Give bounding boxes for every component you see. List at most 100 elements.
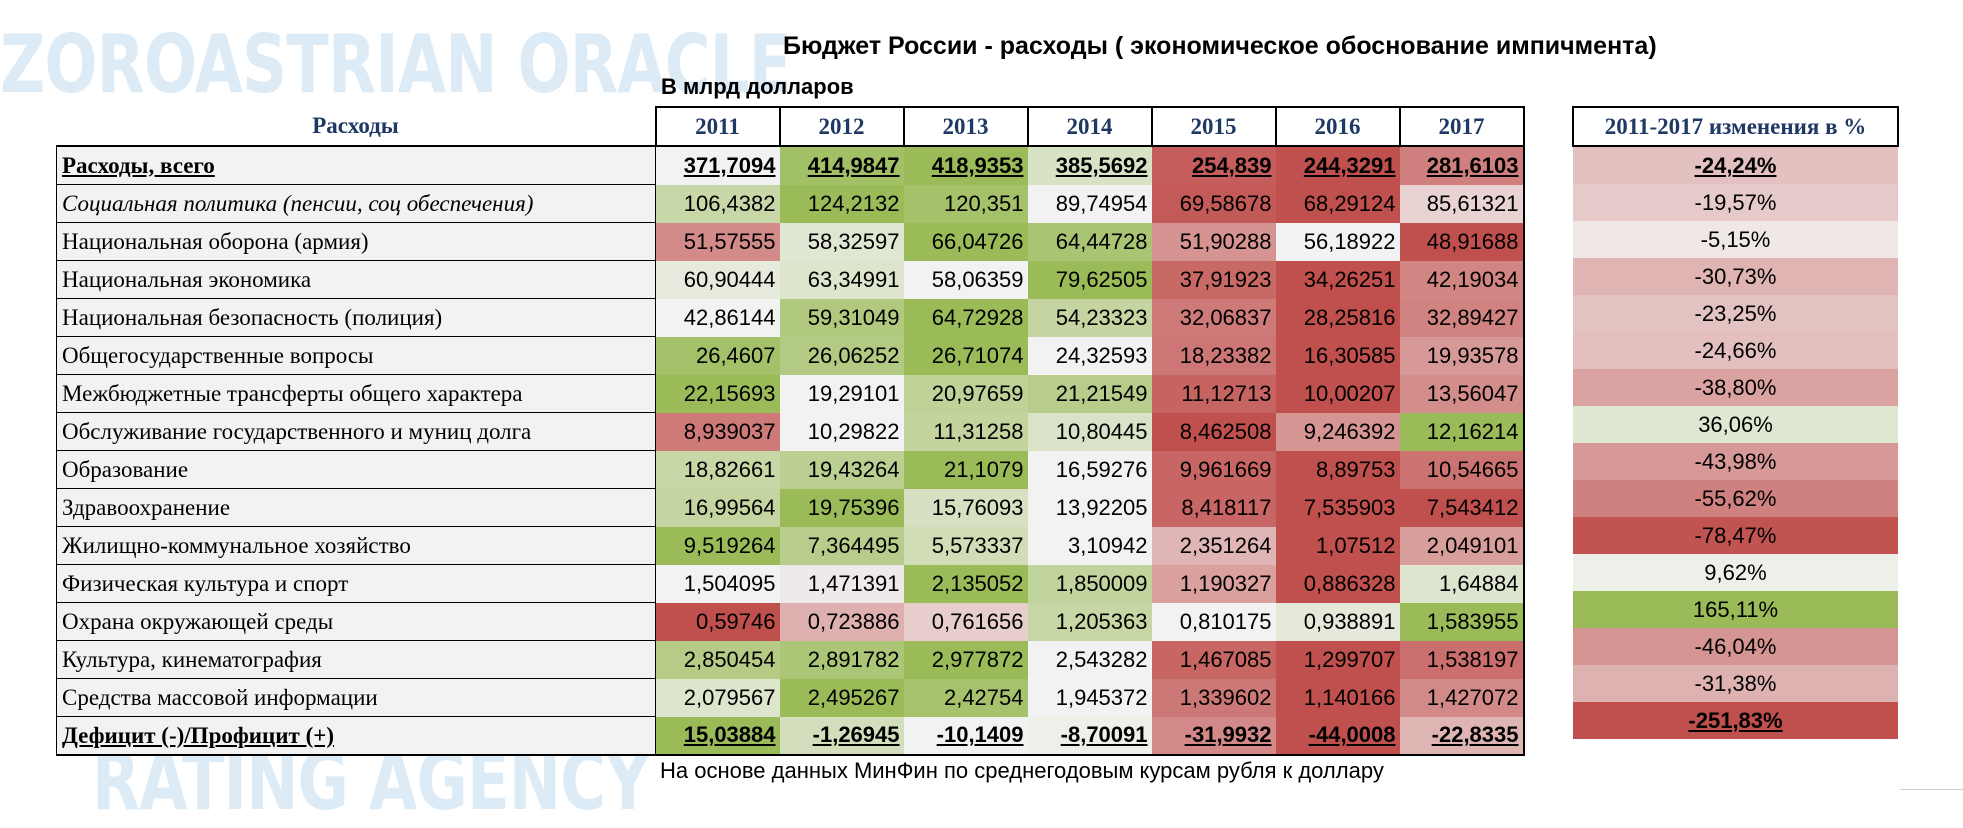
change-row: 36,06% xyxy=(1573,406,1898,443)
table-body: Расходы, всего 371,7094 414,9847 418,9353 38… xyxy=(56,145,1525,756)
row-label: Образование xyxy=(56,450,656,489)
value-cell: 3,10942 xyxy=(1027,526,1152,565)
row-label: Жилищно-коммунальное хозяйство xyxy=(56,526,656,565)
value-cell: -31,9932 xyxy=(1151,716,1276,756)
value-cell: 58,32597 xyxy=(779,222,904,261)
change-row: -24,24% xyxy=(1573,146,1898,184)
value-cell: -10,1409 xyxy=(903,716,1028,756)
value-cell: 42,19034 xyxy=(1399,260,1525,299)
value-cell: 2,543282 xyxy=(1027,640,1152,679)
value-cell: 26,06252 xyxy=(779,336,904,375)
table-row: Социальная политика (пенсии, соц обеспеч… xyxy=(56,184,1525,223)
value-cell: 1,205363 xyxy=(1027,602,1152,641)
row-label: Национальная экономика xyxy=(56,260,656,299)
value-cell: 18,82661 xyxy=(655,450,780,489)
value-cell: 12,16214 xyxy=(1399,412,1525,451)
chart-title: Бюджет России - расходы ( экономическое … xyxy=(783,32,1657,60)
value-cell: 48,91688 xyxy=(1399,222,1525,261)
value-cell: 418,9353 xyxy=(903,146,1028,185)
change-cell: 36,06% xyxy=(1573,406,1898,443)
value-cell: 1,504095 xyxy=(655,564,780,603)
row-label: Национальная безопасность (полиция) xyxy=(56,298,656,337)
value-cell: 9,961669 xyxy=(1151,450,1276,489)
value-cell: 32,89427 xyxy=(1399,298,1525,337)
value-cell: 1,140166 xyxy=(1275,678,1400,717)
value-cell: 10,00207 xyxy=(1275,374,1400,413)
table-header-row: Расходы 2011 2012 2013 2014 2015 2016 2017 xyxy=(56,106,1525,147)
value-cell: 254,839 xyxy=(1151,146,1276,185)
change-cell: -43,98% xyxy=(1573,443,1898,480)
table-row: Жилищно-коммунальное хозяйство 9,519264 7,… xyxy=(56,526,1525,565)
value-cell: 106,4382 xyxy=(655,184,780,223)
value-cell: -22,8335 xyxy=(1399,716,1525,756)
value-cell: 2,135052 xyxy=(903,564,1028,603)
change-cell: -38,80% xyxy=(1573,369,1898,406)
value-cell: 5,573337 xyxy=(903,526,1028,565)
value-cell: 124,2132 xyxy=(779,184,904,223)
value-cell: 414,9847 xyxy=(779,146,904,185)
budget-table: Расходы 2011 2012 2013 2014 2015 2016 2017 Рас… xyxy=(56,106,1525,756)
table-row: Межбюджетные трансферты общего характера… xyxy=(56,374,1525,413)
change-cell: -31,38% xyxy=(1573,665,1898,702)
value-cell: 1,467085 xyxy=(1151,640,1276,679)
value-cell: 2,495267 xyxy=(779,678,904,717)
row-label: Дефицит (-)/Профицит (+) xyxy=(56,716,656,756)
value-cell: 8,89753 xyxy=(1275,450,1400,489)
change-row: -43,98% xyxy=(1573,443,1898,480)
value-cell: 2,42754 xyxy=(903,678,1028,717)
value-cell: 1,471391 xyxy=(779,564,904,603)
year-header: 2013 xyxy=(902,106,1029,147)
watermark-top: ZOROASTRIAN ORACLE xyxy=(0,18,791,111)
value-cell: 54,23323 xyxy=(1027,298,1152,337)
year-header: 2017 xyxy=(1398,106,1525,147)
value-cell: 16,30585 xyxy=(1275,336,1400,375)
row-label: Межбюджетные трансферты общего характера xyxy=(56,374,656,413)
chart-subtitle: В млрд долларов xyxy=(661,74,854,99)
change-row: 9,62% xyxy=(1573,554,1898,591)
table-row: Общегосударственные вопросы 26,4607 26,062… xyxy=(56,336,1525,375)
table-row: Национальная оборона (армия) 51,57555 58,3… xyxy=(56,222,1525,261)
row-label: Общегосударственные вопросы xyxy=(56,336,656,375)
year-header: 2015 xyxy=(1150,106,1277,147)
value-cell: 1,64884 xyxy=(1399,564,1525,603)
change-header-row: 2011-2017 изменения в % xyxy=(1572,106,1899,147)
value-cell: 1,427072 xyxy=(1399,678,1525,717)
change-row: -23,25% xyxy=(1573,295,1898,332)
value-cell: 10,29822 xyxy=(779,412,904,451)
value-cell: 2,049101 xyxy=(1399,526,1525,565)
value-cell: 9,519264 xyxy=(655,526,780,565)
change-row: -19,57% xyxy=(1573,184,1898,221)
change-row: -38,80% xyxy=(1573,369,1898,406)
table-row: Физическая культура и спорт 1,504095 1,471… xyxy=(56,564,1525,603)
table-row: Образование 18,82661 19,43264 21,1079 16,592… xyxy=(56,450,1525,489)
value-cell: 0,723886 xyxy=(779,602,904,641)
value-cell: 0,810175 xyxy=(1151,602,1276,641)
value-cell: 85,61321 xyxy=(1399,184,1525,223)
value-cell: 1,299707 xyxy=(1275,640,1400,679)
value-cell: 11,31258 xyxy=(903,412,1028,451)
row-label: Физическая культура и спорт xyxy=(56,564,656,603)
value-cell: 34,26251 xyxy=(1275,260,1400,299)
value-cell: 10,54665 xyxy=(1399,450,1525,489)
value-cell: 18,23382 xyxy=(1151,336,1276,375)
value-cell: 1,583955 xyxy=(1399,602,1525,641)
value-cell: 22,15693 xyxy=(655,374,780,413)
value-cell: 60,90444 xyxy=(655,260,780,299)
value-cell: 244,3291 xyxy=(1275,146,1400,185)
value-cell: 8,939037 xyxy=(655,412,780,451)
value-cell: 0,938891 xyxy=(1275,602,1400,641)
change-cell: -55,62% xyxy=(1573,480,1898,517)
value-cell: 19,93578 xyxy=(1399,336,1525,375)
change-cell: 9,62% xyxy=(1573,554,1898,591)
value-cell: -8,70091 xyxy=(1027,716,1152,756)
change-row: -5,15% xyxy=(1573,221,1898,258)
row-label: Средства массовой информации xyxy=(56,678,656,717)
value-cell: 15,76093 xyxy=(903,488,1028,527)
change-cell: -46,04% xyxy=(1573,628,1898,665)
value-cell: 385,5692 xyxy=(1027,146,1152,185)
change-cell: -23,25% xyxy=(1573,295,1898,332)
value-cell: 2,891782 xyxy=(779,640,904,679)
table-row: Национальная безопасность (полиция) 42,86… xyxy=(56,298,1525,337)
table-row: Средства массовой информации 2,079567 2,49… xyxy=(56,678,1525,717)
change-table: 2011-2017 изменения в % -24,24% -19,57% -5… xyxy=(1572,106,1899,739)
